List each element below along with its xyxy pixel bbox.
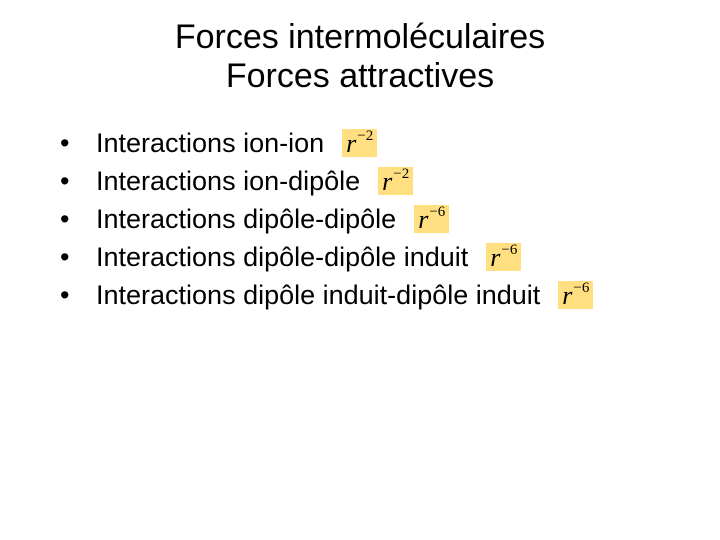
- item-text: Interactions dipôle-dipôle induit: [96, 242, 468, 273]
- power-law-formula: r −2: [342, 129, 377, 157]
- bullet-icon: •: [60, 280, 96, 311]
- formula-exponent: −2: [357, 129, 373, 144]
- list-item: • Interactions ion-ion r −2: [60, 124, 593, 162]
- formula-exponent: −6: [501, 243, 517, 258]
- list-item: • Interactions dipôle induit-dipôle indu…: [60, 276, 593, 314]
- formula-exponent: −2: [393, 167, 409, 182]
- item-text: Interactions ion-dipôle: [96, 166, 360, 197]
- formula-base: r: [382, 169, 393, 195]
- item-text: Interactions dipôle induit-dipôle induit: [96, 280, 540, 311]
- list-item: • Interactions dipôle-dipôle induit r −6: [60, 238, 593, 276]
- formula-base: r: [346, 131, 357, 157]
- formula-base: r: [562, 283, 573, 309]
- bullet-icon: •: [60, 166, 96, 197]
- bullet-list: • Interactions ion-ion r −2 • Interactio…: [60, 124, 593, 314]
- slide-title: Forces intermoléculaires Forces attracti…: [0, 0, 720, 96]
- item-text: Interactions ion-ion: [96, 128, 324, 159]
- item-text: Interactions dipôle-dipôle: [96, 204, 396, 235]
- bullet-icon: •: [60, 242, 96, 273]
- list-item: • Interactions dipôle-dipôle r −6: [60, 200, 593, 238]
- bullet-icon: •: [60, 204, 96, 235]
- power-law-formula: r −2: [378, 167, 413, 195]
- title-line-1: Forces intermoléculaires: [0, 18, 720, 57]
- bullet-icon: •: [60, 128, 96, 159]
- formula-base: r: [490, 245, 501, 271]
- formula-exponent: −6: [573, 281, 589, 296]
- power-law-formula: r −6: [414, 205, 449, 233]
- title-line-2: Forces attractives: [0, 57, 720, 96]
- list-item: • Interactions ion-dipôle r −2: [60, 162, 593, 200]
- power-law-formula: r −6: [486, 243, 521, 271]
- formula-exponent: −6: [429, 205, 445, 220]
- power-law-formula: r −6: [558, 281, 593, 309]
- formula-base: r: [418, 207, 429, 233]
